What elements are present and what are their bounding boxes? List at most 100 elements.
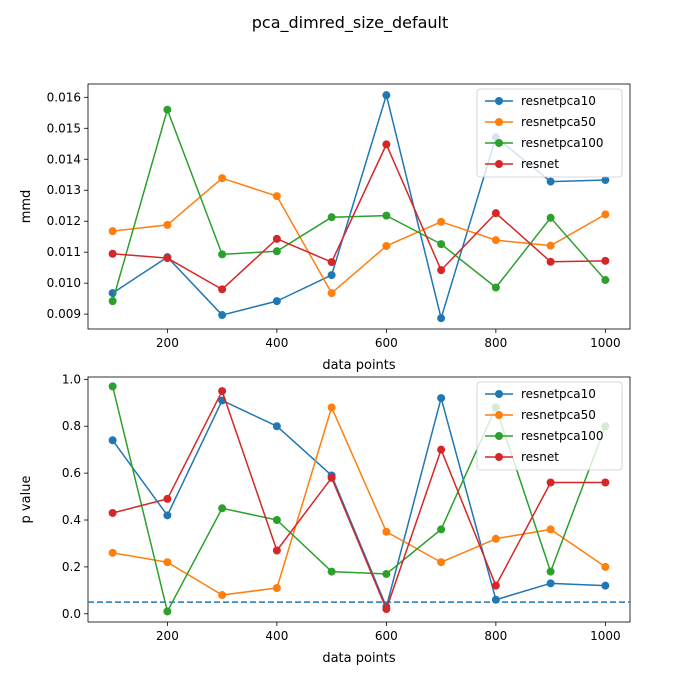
y-tick-label: 0.013 bbox=[47, 183, 81, 197]
legend-label-resnetpca10: resnetpca10 bbox=[521, 94, 596, 108]
data-point-resnet bbox=[382, 140, 391, 149]
data-point-resnetpca50 bbox=[601, 210, 610, 219]
data-point-resnetpca100 bbox=[163, 105, 172, 114]
legend-marker-resnetpca50 bbox=[495, 118, 503, 126]
data-point-resnetpca10 bbox=[437, 314, 446, 323]
data-point-resnet bbox=[327, 258, 336, 267]
y-tick-label: 0.8 bbox=[62, 419, 81, 433]
y-tick-label: 0.012 bbox=[47, 214, 81, 228]
data-point-resnetpca100 bbox=[491, 283, 500, 292]
y-tick-label: 0.016 bbox=[47, 90, 81, 104]
data-point-resnetpca50 bbox=[218, 174, 227, 183]
data-point-resnetpca50 bbox=[327, 289, 336, 298]
legend-box bbox=[476, 88, 623, 178]
data-point-resnetpca10 bbox=[272, 297, 281, 306]
legend-marker-resnet bbox=[495, 160, 503, 168]
y-tick-label: 0.014 bbox=[47, 152, 81, 166]
y-tick-label: 0.2 bbox=[62, 560, 81, 574]
data-point-resnet bbox=[218, 285, 227, 294]
y-axis-label: mmd bbox=[19, 190, 34, 224]
y-tick-label: 0.6 bbox=[62, 466, 81, 480]
x-tick-label: 400 bbox=[265, 629, 288, 643]
y-tick-label: 1.0 bbox=[62, 372, 81, 386]
y-tick-label: 0.009 bbox=[47, 307, 81, 321]
data-point-resnetpca100 bbox=[108, 297, 117, 306]
data-point-resnetpca50 bbox=[272, 192, 281, 201]
data-point-resnetpca100 bbox=[382, 211, 391, 220]
data-point-resnetpca50 bbox=[327, 403, 336, 412]
data-point-resnetpca50 bbox=[382, 241, 391, 250]
data-point-resnet bbox=[272, 546, 281, 555]
data-point-resnetpca10 bbox=[382, 91, 391, 100]
legend-label-resnetpca100: resnetpca100 bbox=[521, 136, 603, 150]
y-tick-label: 0.010 bbox=[47, 276, 81, 290]
legend-marker-resnetpca100 bbox=[495, 432, 503, 440]
legend-marker-resnetpca50 bbox=[495, 411, 503, 419]
series-line-resnet bbox=[112, 143, 606, 291]
x-axis-label: data points bbox=[322, 651, 396, 666]
legend-marker-resnetpca100 bbox=[495, 139, 503, 147]
series-line-resnetpca100 bbox=[111, 108, 606, 302]
data-point-resnetpca50 bbox=[491, 534, 500, 543]
y-tick-label: 0.011 bbox=[47, 245, 81, 259]
data-point-resnetpca50 bbox=[546, 525, 555, 534]
legend-label-resnetpca50: resnetpca50 bbox=[521, 115, 596, 129]
data-point-resnetpca100 bbox=[272, 247, 281, 256]
data-point-resnet bbox=[163, 494, 172, 503]
x-tick-label: 200 bbox=[156, 629, 179, 643]
series-line-resnet bbox=[112, 390, 606, 610]
legend-label-resnet: resnet bbox=[521, 450, 559, 464]
series-line-resnetpca10 bbox=[112, 397, 606, 608]
data-point-resnetpca100 bbox=[437, 240, 446, 249]
plot-area-frame bbox=[87, 83, 631, 330]
legend-marker-resnetpca10 bbox=[495, 390, 503, 398]
data-point-resnetpca10 bbox=[546, 177, 555, 186]
legend-label-resnetpca10: resnetpca10 bbox=[521, 387, 596, 401]
data-point-resnet bbox=[163, 254, 172, 263]
x-axis-label: data points bbox=[322, 358, 396, 373]
data-point-resnetpca10 bbox=[218, 311, 227, 320]
data-point-resnetpca100 bbox=[108, 382, 117, 391]
legend-label-resnetpca100: resnetpca100 bbox=[521, 429, 603, 443]
x-tick-label: 600 bbox=[375, 629, 398, 643]
p-value-chart: 200 400 600 800 1000 0.0 0.2 0.4 0.6 0.8 1.0 data p… bbox=[19, 372, 631, 666]
x-tick-label: 800 bbox=[484, 629, 507, 643]
y-axis-label: p value bbox=[19, 476, 34, 524]
data-point-resnetpca10 bbox=[163, 511, 172, 520]
mmd-chart: 200 400 600 800 1000 0.009 0.010 0.011 0.012 0.01… bbox=[19, 83, 631, 373]
data-point-resnetpca100 bbox=[382, 569, 391, 578]
data-point-resnetpca100 bbox=[327, 567, 336, 576]
x-tick-label: 400 bbox=[265, 336, 288, 350]
data-point-resnetpca50 bbox=[272, 584, 281, 593]
data-point-resnetpca50 bbox=[218, 591, 227, 600]
x-tick-label: 800 bbox=[484, 336, 507, 350]
data-point-resnet bbox=[491, 581, 500, 590]
data-point-resnetpca100 bbox=[163, 607, 172, 616]
data-point-resnet bbox=[491, 209, 500, 218]
data-point-resnet bbox=[437, 266, 446, 275]
data-point-resnet bbox=[546, 257, 555, 266]
data-point-resnetpca10 bbox=[491, 595, 500, 604]
legend-label-resnet: resnet bbox=[521, 157, 559, 171]
legend-marker-resnetpca10 bbox=[495, 97, 503, 105]
legend-label-resnetpca50: resnetpca50 bbox=[521, 408, 596, 422]
data-point-resnetpca100 bbox=[546, 567, 555, 576]
x-tick-label: 600 bbox=[375, 336, 398, 350]
data-point-resnetpca10 bbox=[437, 394, 446, 403]
data-point-resnetpca10 bbox=[272, 422, 281, 431]
data-point-resnetpca100 bbox=[601, 276, 610, 285]
data-point-resnetpca10 bbox=[601, 176, 610, 185]
y-tick-label: 0.0 bbox=[62, 607, 81, 621]
data-point-resnetpca50 bbox=[163, 558, 172, 567]
data-point-resnetpca100 bbox=[327, 213, 336, 222]
data-point-resnetpca100 bbox=[437, 525, 446, 534]
data-point-resnetpca50 bbox=[108, 548, 117, 557]
plot-area-frame bbox=[87, 376, 631, 623]
data-point-resnetpca50 bbox=[546, 241, 555, 250]
data-point-resnetpca50 bbox=[601, 562, 610, 571]
series-line-resnetpca100 bbox=[111, 386, 607, 613]
x-tick-label: 200 bbox=[156, 336, 179, 350]
legend-box bbox=[476, 381, 623, 471]
data-point-resnetpca50 bbox=[163, 220, 172, 229]
